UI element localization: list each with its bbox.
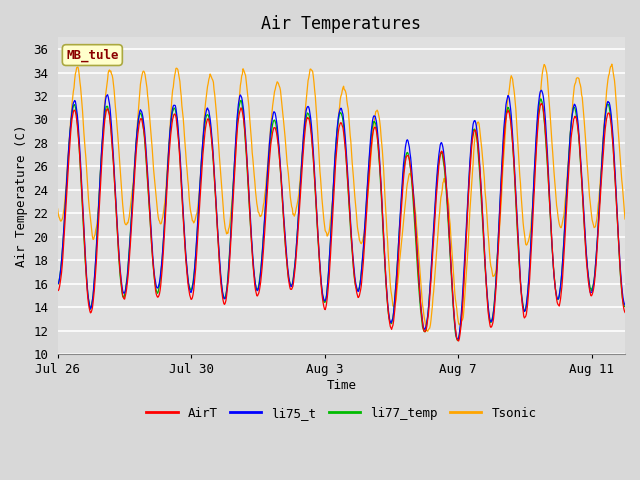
Text: MB_tule: MB_tule	[66, 48, 118, 62]
Y-axis label: Air Temperature (C): Air Temperature (C)	[15, 124, 28, 267]
X-axis label: Time: Time	[326, 379, 356, 392]
Legend: AirT, li75_t, li77_temp, Tsonic: AirT, li75_t, li77_temp, Tsonic	[141, 402, 541, 424]
Title: Air Temperatures: Air Temperatures	[261, 15, 421, 33]
